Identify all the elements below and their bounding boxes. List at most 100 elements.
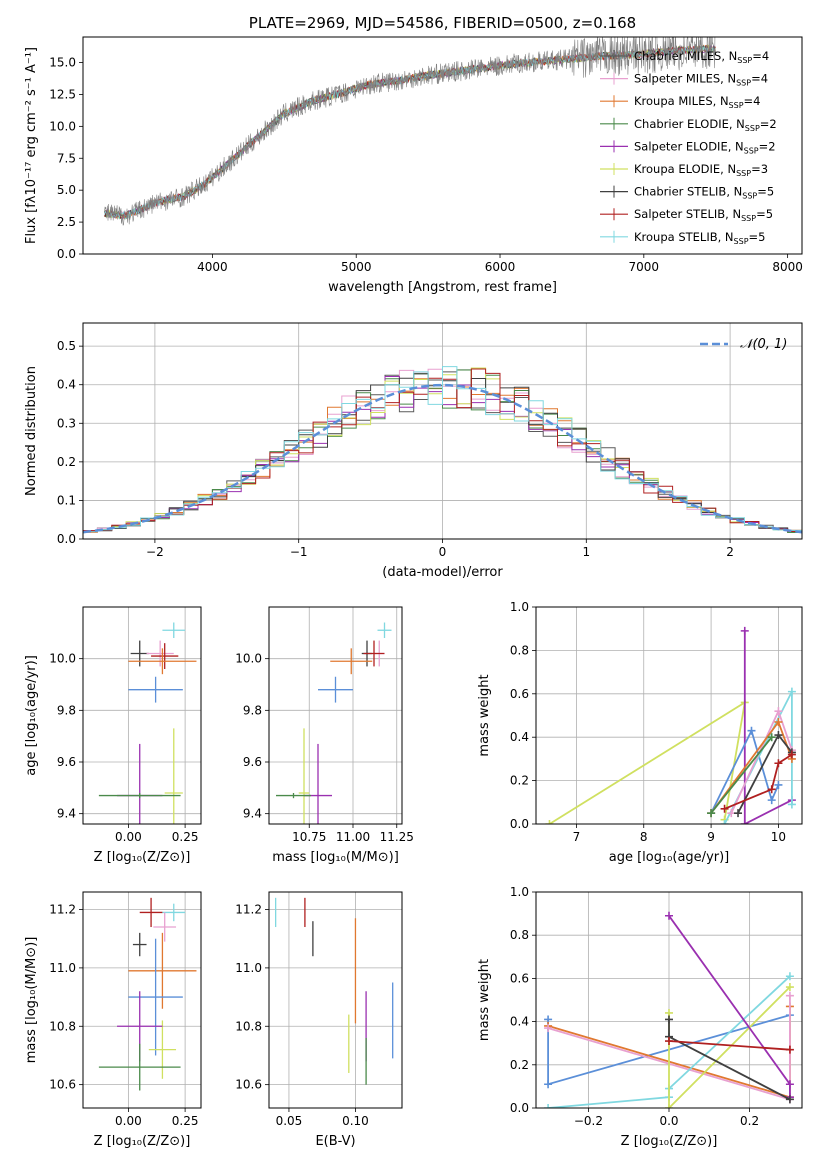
weight-marker <box>544 1024 553 1033</box>
x-tick-label: 0.00 <box>115 1114 142 1128</box>
weight-marker <box>747 726 756 735</box>
weight-marker <box>544 1104 553 1108</box>
weight-marker <box>774 759 783 768</box>
x-tick-label: 0.25 <box>172 830 199 844</box>
weight-marker <box>665 1037 673 1046</box>
weight-vs-age-panel: 7 8 9 10 0.0 0.2 0.4 0.6 0.8 1.0 age [log₁₀(age/yr… <box>477 600 803 865</box>
y-tick-label: 0.4 <box>510 730 529 744</box>
weight-marker <box>545 820 554 824</box>
y-tick-label: 11.0 <box>235 961 262 975</box>
chart-title: PLATE=2969, MJD=54586, FIBERID=0500, z=0… <box>249 14 636 32</box>
legend-entry: Chabrier ELODIE, NSSP=2 <box>634 117 777 133</box>
x-tick-label: 0 <box>439 545 447 559</box>
x-tick-label: 6000 <box>485 260 516 274</box>
y-tick-label: 9.6 <box>243 755 262 769</box>
weight-marker <box>720 804 729 813</box>
legend-entry: 𝒩(0, 1) <box>740 337 787 352</box>
error-point <box>128 676 183 703</box>
error-point <box>139 897 163 928</box>
x-tick-label: 0.2 <box>740 1114 759 1128</box>
y-tick-label: 0.0 <box>57 247 76 261</box>
weight-marker <box>707 809 716 818</box>
x-tick-label: 1 <box>582 545 590 559</box>
y-axis-label: mass [log₁₀(M/M⊙)] <box>24 937 39 1064</box>
y-tick-label: 1.0 <box>510 885 529 899</box>
x-tick-label: 8 <box>640 830 648 844</box>
y-tick-label: 10.8 <box>49 1019 76 1033</box>
mass-vs-ebv-marks <box>274 897 394 1085</box>
x-tick-label: 5000 <box>341 260 372 274</box>
legend-entry: Salpeter MILES, NSSP=4 <box>634 72 768 88</box>
weight-marker <box>787 800 796 809</box>
y-tick-label: 0.8 <box>510 643 529 657</box>
y-tick-label: 0.4 <box>510 1015 529 1029</box>
y-tick-label: 12.5 <box>49 87 76 101</box>
y-tick-label: 0.0 <box>510 1101 529 1115</box>
y-tick-label: 10.6 <box>49 1078 76 1092</box>
legend-entry: Salpeter ELODIE, NSSP=2 <box>634 139 776 155</box>
y-tick-label: 0.0 <box>510 817 529 831</box>
weight-vs-Z-marks <box>544 911 794 1108</box>
age-vs-Z-marks <box>98 622 197 824</box>
weight-line <box>710 728 780 814</box>
error-point <box>377 622 392 638</box>
weight-marker <box>785 991 794 1000</box>
weight-marker <box>787 687 796 696</box>
x-tick-label: 0.0 <box>659 1114 678 1128</box>
weight-marker <box>767 785 776 794</box>
y-tick-label: 11.2 <box>49 903 76 917</box>
x-tick-label: −2 <box>146 545 164 559</box>
y-tick-label: 0.3 <box>57 416 76 430</box>
y-tick-label: 9.8 <box>57 703 76 717</box>
axes-frame <box>82 606 202 825</box>
x-axis-label: age [log₁₀(age/yr)] <box>609 850 730 865</box>
weight-marker <box>727 809 736 818</box>
weight-marker <box>665 1015 673 1024</box>
y-axis-label: Flux [fλ10⁻¹⁷ erg cm⁻² s⁻¹ A⁻¹] <box>24 47 39 244</box>
observed-spectrum-line <box>104 37 716 226</box>
axes-frame <box>82 36 803 255</box>
x-tick-label: 4000 <box>197 260 228 274</box>
x-tick-label: 8000 <box>772 260 803 274</box>
axes-frame <box>82 891 202 1109</box>
y-tick-label: 0.5 <box>57 339 76 353</box>
error-point <box>128 938 183 1056</box>
legend-entry: Kroupa ELODIE, NSSP=3 <box>634 162 768 178</box>
spectrum-marks <box>104 37 716 226</box>
x-axis-label: mass [log₁₀(M/M⊙)] <box>272 850 399 865</box>
x-tick-label: 0.00 <box>115 830 142 844</box>
axes-frame <box>535 891 803 1109</box>
error-point <box>148 1020 177 1079</box>
residuals-marks <box>83 366 802 534</box>
weight-marker <box>665 911 673 920</box>
x-tick-label: 9 <box>707 830 715 844</box>
weight-marker <box>767 796 776 805</box>
mass-vs-Z-marks <box>98 897 197 1091</box>
y-axis-label: mass weight <box>477 674 492 756</box>
error-point <box>128 648 197 675</box>
legend-entry: Chabrier STELIB, NSSP=5 <box>634 185 774 201</box>
x-tick-label: 0.10 <box>342 1114 369 1128</box>
error-point <box>164 728 183 824</box>
y-tick-label: 0.6 <box>510 687 529 701</box>
mass-vs-Z-panel: 0.00 0.25 10.6 10.8 11.0 11.2 Z [log₁₀(Z/Z⊙)] m… <box>24 891 202 1149</box>
y-tick-label: 9.4 <box>57 807 76 821</box>
y-tick-label: 0.2 <box>510 774 529 788</box>
weight-marker <box>740 820 749 824</box>
error-point <box>151 643 179 669</box>
weight-marker <box>785 1045 794 1054</box>
histogram-step <box>83 366 802 533</box>
weight-marker <box>767 733 776 742</box>
weight-vs-Z-panel: −0.2 0.0 0.2 0.0 0.2 0.4 0.6 0.8 1.0 Z [log₁₀(Z/Z… <box>477 885 803 1149</box>
weight-line <box>743 630 793 824</box>
x-tick-label: 10 <box>771 830 786 844</box>
y-tick-label: 5.0 <box>57 183 76 197</box>
y-axis-label: mass weight <box>477 959 492 1041</box>
x-tick-label: 7 <box>573 830 581 844</box>
error-point <box>130 640 149 667</box>
x-axis-label: E(B-V) <box>315 1134 355 1149</box>
legend-entry: Chabrier MILES, NSSP=4 <box>634 49 769 65</box>
weight-marker <box>774 780 783 789</box>
error-point <box>330 648 373 675</box>
error-point <box>146 640 174 667</box>
